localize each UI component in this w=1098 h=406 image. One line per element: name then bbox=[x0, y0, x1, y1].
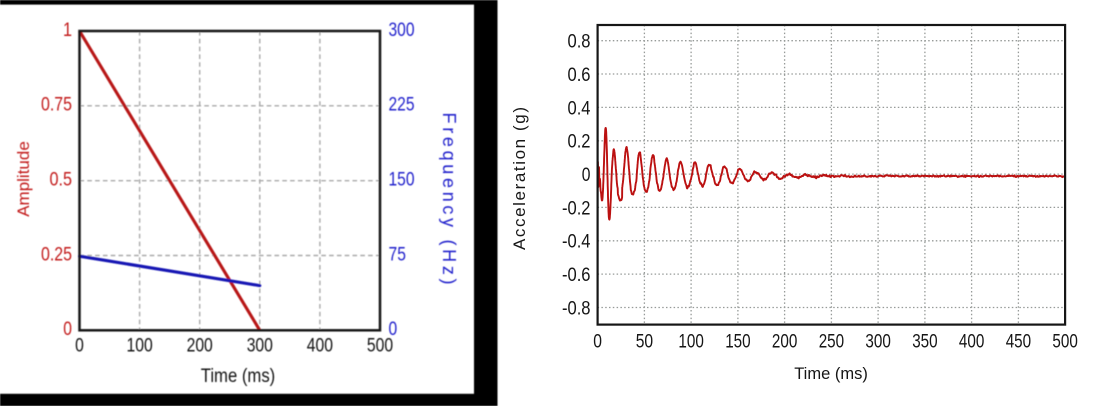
svg-text:150: 150 bbox=[389, 170, 415, 191]
svg-text:225: 225 bbox=[389, 95, 415, 116]
svg-text:400: 400 bbox=[307, 336, 333, 357]
svg-text:0: 0 bbox=[593, 332, 602, 353]
svg-text:100: 100 bbox=[127, 336, 153, 357]
svg-text:0.75: 0.75 bbox=[41, 95, 72, 116]
svg-text:200: 200 bbox=[187, 336, 213, 357]
svg-text:0.8: 0.8 bbox=[568, 32, 591, 53]
svg-text:0.5: 0.5 bbox=[50, 170, 73, 191]
svg-text:-0.8: -0.8 bbox=[562, 298, 591, 319]
svg-text:200: 200 bbox=[772, 332, 797, 353]
svg-text:0.25: 0.25 bbox=[41, 244, 72, 265]
svg-text:300: 300 bbox=[247, 336, 273, 357]
svg-text:500: 500 bbox=[367, 336, 393, 357]
svg-text:75: 75 bbox=[389, 244, 406, 265]
svg-text:500: 500 bbox=[1052, 332, 1077, 353]
svg-text:300: 300 bbox=[865, 332, 890, 353]
svg-text:0: 0 bbox=[63, 319, 72, 340]
svg-text:Amplitude: Amplitude bbox=[14, 141, 33, 217]
svg-text:0.4: 0.4 bbox=[568, 98, 591, 119]
svg-text:300: 300 bbox=[389, 20, 415, 41]
svg-text:Acceleration (g): Acceleration (g) bbox=[510, 107, 529, 250]
svg-text:0.6: 0.6 bbox=[568, 65, 591, 86]
svg-text:400: 400 bbox=[959, 332, 984, 353]
svg-text:450: 450 bbox=[1006, 332, 1031, 353]
svg-text:150: 150 bbox=[725, 332, 750, 353]
svg-text:-0.2: -0.2 bbox=[562, 198, 591, 219]
svg-text:0: 0 bbox=[582, 165, 591, 186]
svg-text:250: 250 bbox=[819, 332, 844, 353]
svg-text:0: 0 bbox=[389, 319, 398, 340]
svg-text:-0.6: -0.6 bbox=[562, 265, 591, 286]
svg-text:0: 0 bbox=[75, 336, 84, 357]
svg-text:1: 1 bbox=[63, 20, 72, 41]
svg-text:Frequency (Hz): Frequency (Hz) bbox=[439, 113, 459, 285]
svg-text:-0.4: -0.4 bbox=[562, 232, 591, 253]
svg-text:Time (ms): Time (ms) bbox=[794, 365, 868, 383]
svg-text:Time (ms): Time (ms) bbox=[201, 366, 276, 387]
svg-text:350: 350 bbox=[912, 332, 937, 353]
svg-text:50: 50 bbox=[636, 332, 653, 353]
svg-text:0.2: 0.2 bbox=[568, 132, 591, 153]
svg-text:100: 100 bbox=[678, 332, 703, 353]
